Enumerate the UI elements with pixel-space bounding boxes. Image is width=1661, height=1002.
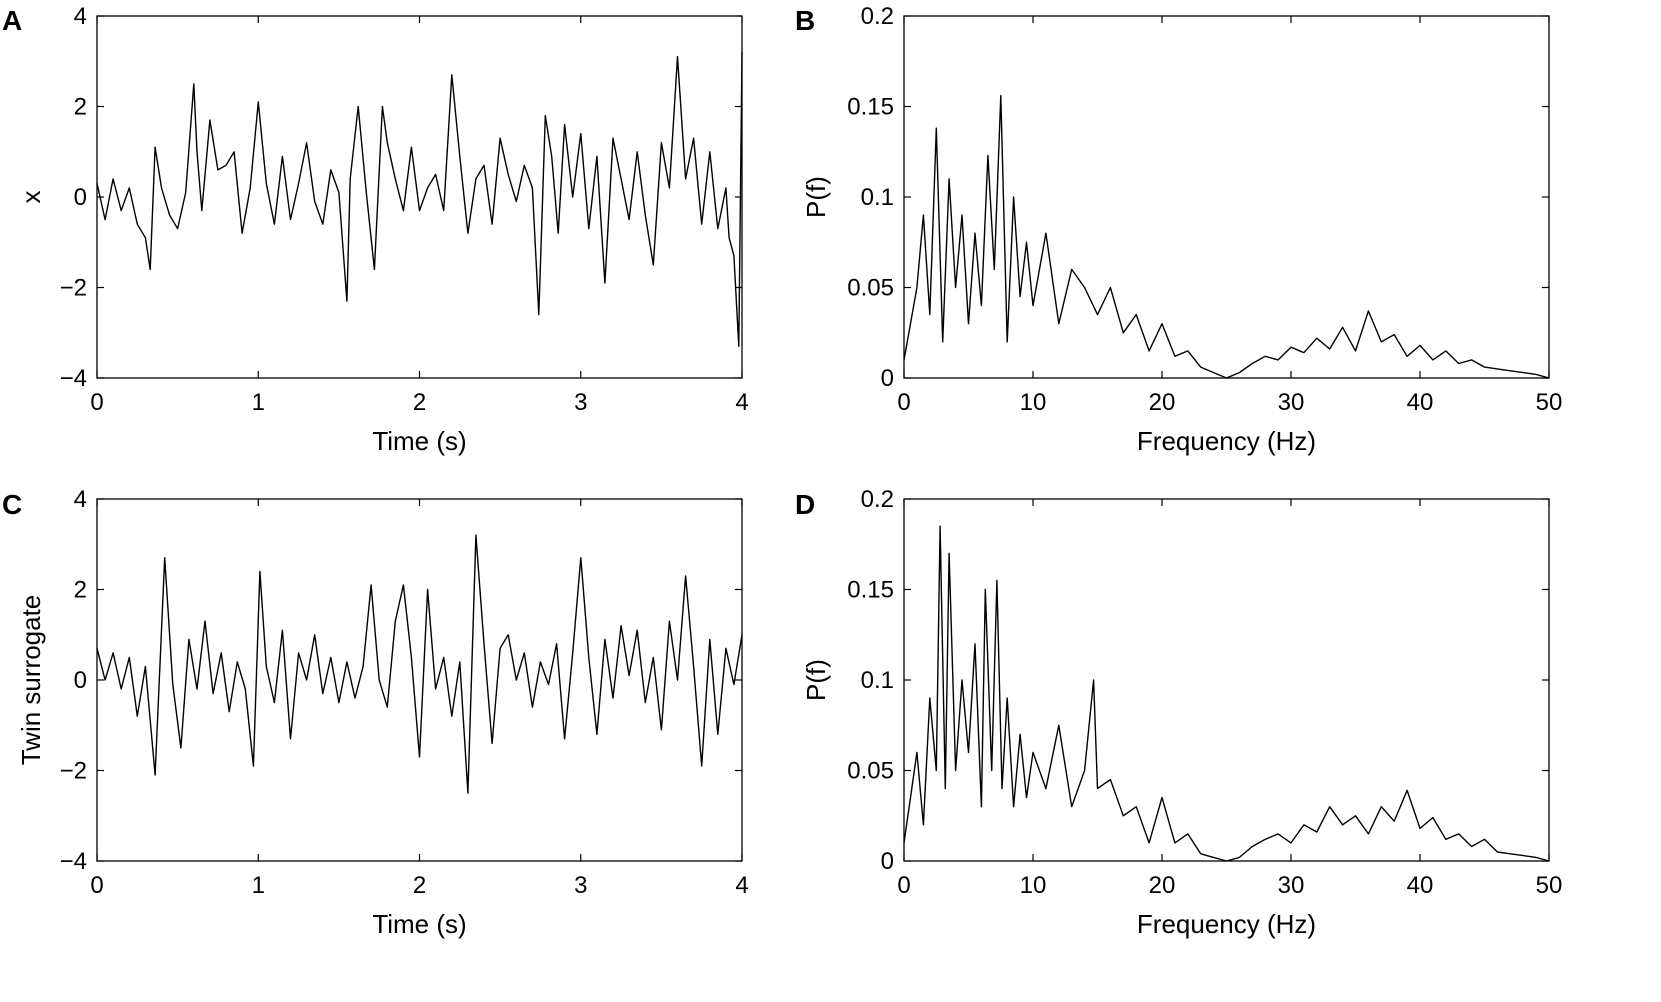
series-line xyxy=(96,52,743,347)
x-tick-label: 0 xyxy=(90,389,103,416)
panel-c: 0 1 2 3 4 −4 −2 0 2 4 Time (s) Twin surrogate C xyxy=(2,486,749,939)
x-tick-label: 40 xyxy=(1407,389,1434,416)
x-tick-label: 50 xyxy=(1536,872,1563,899)
y-axis-label: P(f) xyxy=(801,176,831,218)
y-tick-label: 0.05 xyxy=(847,275,894,302)
series-line xyxy=(903,525,1550,862)
x-tick-label: 0 xyxy=(90,872,103,899)
y-tick-label: −2 xyxy=(60,758,87,785)
y-tick-label: 0.15 xyxy=(847,577,894,604)
x-axis-label: Time (s) xyxy=(372,909,466,939)
y-tick-label: 0 xyxy=(881,848,894,875)
x-tick-label: 4 xyxy=(735,872,748,899)
y-tick-label: −4 xyxy=(60,848,87,875)
panel-a: 0 1 2 3 4 −4 −2 0 2 4 Time (s) x A xyxy=(2,3,749,456)
x-tick-label: 30 xyxy=(1278,389,1305,416)
panel-letter: D xyxy=(795,489,815,520)
x-tick-label: 1 xyxy=(252,872,265,899)
x-tick-label: 40 xyxy=(1407,872,1434,899)
y-tick-label: 0.05 xyxy=(847,758,894,785)
y-tick-label: −2 xyxy=(60,275,87,302)
x-tick-label: 50 xyxy=(1536,389,1563,416)
x-tick-label: 2 xyxy=(413,389,426,416)
series-line xyxy=(96,534,743,794)
x-tick-label: 10 xyxy=(1020,389,1047,416)
y-tick-label: 0 xyxy=(74,667,87,694)
y-tick-label: 4 xyxy=(74,3,87,30)
y-tick-label: 2 xyxy=(74,94,87,121)
x-tick-label: 0 xyxy=(897,389,910,416)
panel-b: 0 10 20 30 40 50 0 0.05 0.1 0.15 0.2 Frequency (Hz)… xyxy=(795,3,1562,456)
y-axis-label: x xyxy=(16,191,46,204)
y-tick-label: 0.1 xyxy=(861,184,894,211)
y-tick-label: 0.2 xyxy=(861,486,894,513)
x-tick-label: 20 xyxy=(1149,872,1176,899)
x-tick-label: 3 xyxy=(574,872,587,899)
panel-letter: B xyxy=(795,5,815,36)
x-axis-label: Time (s) xyxy=(372,426,466,456)
axes-frame xyxy=(903,498,1550,862)
y-tick-label: 2 xyxy=(74,577,87,604)
panel-d: 0 10 20 30 40 50 0 0.05 0.1 0.15 0.2 Frequency (Hz)… xyxy=(795,486,1562,939)
x-tick-label: 30 xyxy=(1278,872,1305,899)
x-tick-label: 20 xyxy=(1149,389,1176,416)
y-tick-label: 0.2 xyxy=(861,3,894,30)
x-tick-label: 0 xyxy=(897,872,910,899)
axes-frame xyxy=(903,15,1550,379)
x-axis-label: Frequency (Hz) xyxy=(1137,426,1316,456)
x-axis-label: Frequency (Hz) xyxy=(1137,909,1316,939)
y-tick-label: 0.1 xyxy=(861,667,894,694)
x-tick-label: 2 xyxy=(413,872,426,899)
series-line xyxy=(903,94,1550,379)
y-tick-label: 0 xyxy=(74,184,87,211)
axes-frame xyxy=(96,15,743,379)
y-axis-label: P(f) xyxy=(801,659,831,701)
y-tick-label: 0.15 xyxy=(847,94,894,121)
x-tick-label: 1 xyxy=(252,389,265,416)
x-tick-label: 3 xyxy=(574,389,587,416)
y-tick-label: 0 xyxy=(881,365,894,392)
y-tick-label: −4 xyxy=(60,365,87,392)
y-axis-label: Twin surrogate xyxy=(16,595,46,766)
x-tick-label: 4 xyxy=(735,389,748,416)
axes-frame xyxy=(96,498,743,862)
x-tick-label: 10 xyxy=(1020,872,1047,899)
panel-letter: A xyxy=(2,5,22,36)
panel-letter: C xyxy=(2,489,22,520)
y-tick-label: 4 xyxy=(74,486,87,513)
